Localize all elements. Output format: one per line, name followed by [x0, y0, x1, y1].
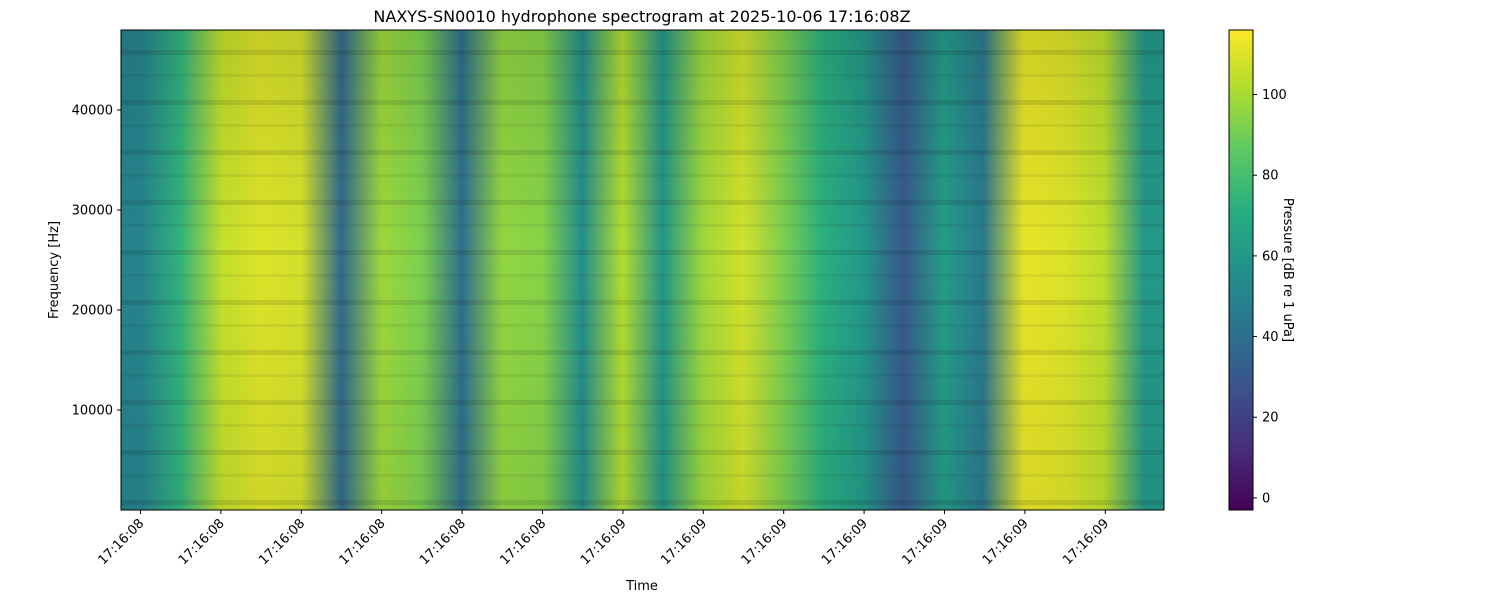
- chart-title: NAXYS-SN0010 hydrophone spectrogram at 2…: [373, 7, 910, 26]
- x-tick-label: 17:16:08: [176, 516, 228, 568]
- colorbar-tick-label: 100: [1262, 88, 1287, 103]
- colorbar-title: Pressure [dB re 1 uPa]: [1280, 198, 1295, 342]
- colorbar-tick-label: 40: [1262, 330, 1279, 345]
- vertical-shading: [121, 30, 1164, 510]
- x-axis: 17:16:08 17:16:08 17:16:08 17:16:08 17:16:08…: [95, 510, 1112, 568]
- y-axis: 10000 20000 30000 40000: [72, 104, 121, 419]
- x-tick-label: 17:16:09: [1060, 516, 1112, 568]
- y-tick-label: 30000: [72, 204, 113, 219]
- y-tick-label: 40000: [72, 104, 113, 119]
- plot-area: [121, 30, 1164, 510]
- x-tick-label: 17:16:09: [980, 516, 1032, 568]
- colorbar-axis: 0 20 40 60 80 100: [1253, 88, 1287, 506]
- x-tick-label: 17:16:09: [899, 516, 951, 568]
- colorbar-tick-label: 20: [1262, 411, 1279, 426]
- colorbar-tick-label: 80: [1262, 169, 1279, 184]
- y-tick-label: 20000: [72, 304, 113, 319]
- y-tick-label: 10000: [72, 404, 113, 419]
- colorbar-tick-label: 0: [1262, 491, 1270, 506]
- x-tick-label: 17:16:08: [337, 516, 389, 568]
- x-tick-label: 17:16:08: [497, 516, 549, 568]
- x-tick-label: 17:16:09: [658, 516, 710, 568]
- y-axis-title: Frequency [Hz]: [47, 221, 62, 319]
- x-axis-title: Time: [625, 579, 658, 594]
- colorbar-tick-label: 60: [1262, 249, 1279, 264]
- colorbar: [1228, 29, 1254, 511]
- x-tick-label: 17:16:09: [739, 516, 791, 568]
- x-tick-label: 17:16:08: [95, 516, 147, 568]
- x-tick-label: 17:16:08: [256, 516, 308, 568]
- x-tick-label: 17:16:09: [819, 516, 871, 568]
- x-tick-label: 17:16:08: [417, 516, 469, 568]
- x-tick-label: 17:16:09: [578, 516, 630, 568]
- plot-frame: [120, 29, 1165, 511]
